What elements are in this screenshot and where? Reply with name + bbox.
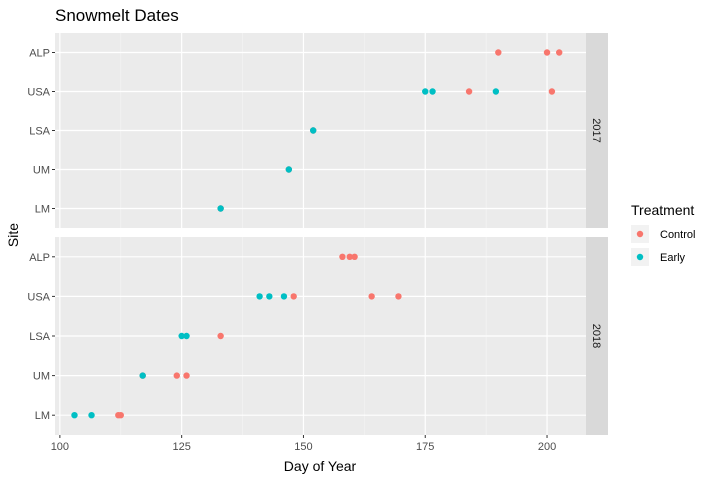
legend-label: Control bbox=[660, 229, 695, 241]
facet-panels: LM UM LSA USA ALP 2017 LM UM LSA USA ALP 2018 100 125… bbox=[27, 33, 608, 453]
data-point-early bbox=[178, 332, 185, 340]
data-point-early bbox=[88, 412, 95, 419]
data-point-early bbox=[285, 166, 293, 173]
data-point-control bbox=[556, 49, 563, 56]
data-point-early bbox=[422, 88, 429, 95]
data-point-control bbox=[346, 253, 353, 260]
data-point-early bbox=[139, 372, 146, 379]
data-point-early bbox=[217, 205, 224, 212]
facet-panel-2017: LM UM LSA USA ALP 2017 bbox=[27, 33, 608, 228]
chart-title: Snowmelt Dates bbox=[55, 6, 179, 25]
data-point-control bbox=[395, 293, 402, 300]
x-axis-title: Day of Year bbox=[284, 458, 357, 474]
data-point-early bbox=[492, 88, 500, 95]
legend: Treatment Control Early bbox=[631, 202, 695, 266]
data-point-early bbox=[266, 293, 273, 300]
y-tick-label: LM bbox=[35, 204, 50, 216]
y-tick-label: LSA bbox=[29, 331, 50, 343]
data-point-early bbox=[429, 88, 436, 95]
y-tick-label: ALP bbox=[29, 252, 50, 264]
y-tick-label: USA bbox=[27, 87, 50, 99]
facet-strip-label: 2017 bbox=[590, 118, 602, 142]
legend-key-early bbox=[636, 253, 644, 261]
data-point-control bbox=[543, 49, 551, 56]
y-tick-label: UM bbox=[33, 165, 50, 177]
data-point-control bbox=[548, 88, 556, 95]
y-tick-label: UM bbox=[33, 371, 50, 383]
y-tick-label: USA bbox=[27, 291, 50, 303]
x-tick-label: 200 bbox=[538, 441, 556, 453]
x-tick-label: 100 bbox=[51, 441, 69, 453]
facet-strip bbox=[586, 33, 608, 228]
data-point-early bbox=[280, 293, 288, 300]
data-point-early bbox=[256, 293, 263, 300]
data-point-control bbox=[351, 253, 358, 260]
y-axis-title: Site bbox=[5, 223, 21, 247]
facet-strip bbox=[586, 237, 608, 435]
legend-key-control bbox=[636, 230, 644, 238]
data-point-early bbox=[309, 127, 317, 134]
data-point-control bbox=[290, 293, 297, 300]
x-tick-label: 125 bbox=[172, 441, 190, 453]
data-point-early bbox=[71, 412, 78, 419]
y-tick-label: LSA bbox=[29, 126, 50, 138]
facet-strip-label: 2018 bbox=[590, 324, 602, 348]
x-tick-label: 150 bbox=[294, 441, 312, 453]
legend-title: Treatment bbox=[631, 202, 694, 218]
data-point-control bbox=[368, 293, 375, 300]
data-point-control bbox=[495, 49, 502, 56]
y-tick-label: ALP bbox=[29, 48, 50, 60]
y-tick-label: LM bbox=[35, 410, 50, 422]
data-point-control bbox=[339, 253, 346, 260]
data-point-control bbox=[173, 372, 180, 379]
data-point-early bbox=[183, 332, 190, 340]
data-point-control bbox=[465, 88, 473, 95]
facet-panel-2018: LM UM LSA USA ALP 2018 100 125 150 175 200 bbox=[27, 237, 608, 453]
legend-label: Early bbox=[660, 252, 686, 264]
data-point-control bbox=[217, 332, 224, 340]
data-point-control bbox=[117, 412, 124, 419]
data-point-control bbox=[183, 372, 190, 379]
x-tick-label: 175 bbox=[416, 441, 434, 453]
